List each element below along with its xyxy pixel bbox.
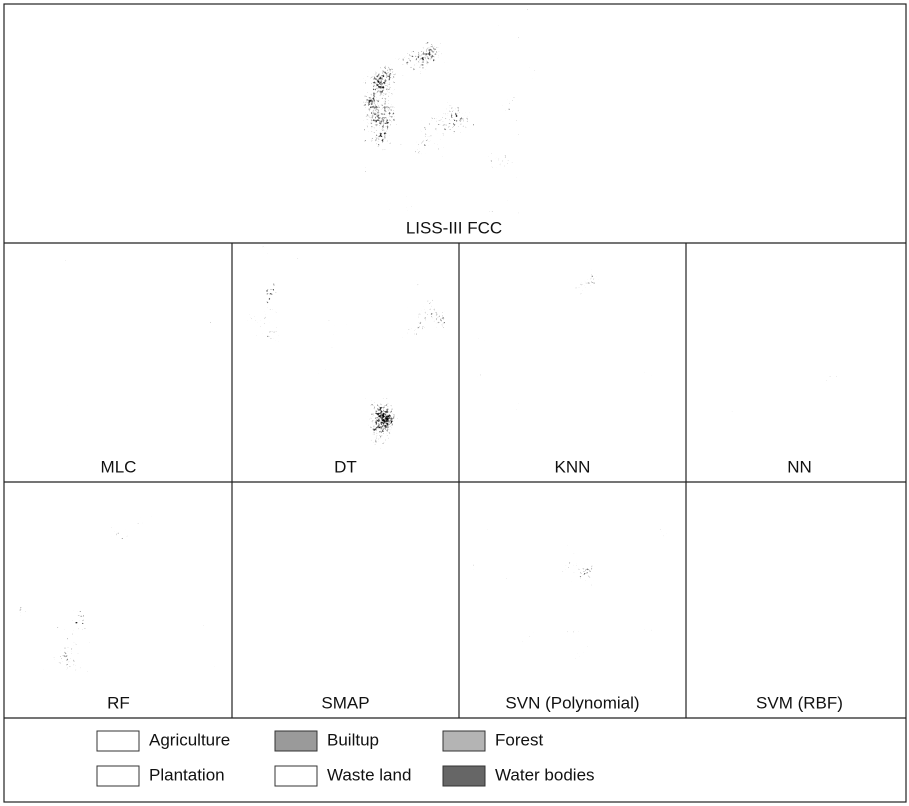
panel-image: [473, 485, 672, 689]
panel-label: RF: [107, 693, 130, 712]
legend-swatch: [96, 730, 140, 752]
legend-swatch: [442, 730, 486, 752]
panel-image: [700, 485, 899, 689]
legend-label: Agriculture: [149, 730, 230, 749]
legend-label: Builtup: [327, 730, 379, 749]
legend-swatch: [96, 765, 140, 787]
panel-image: [246, 246, 445, 453]
panel-image: [473, 246, 672, 453]
legend-swatch: [274, 730, 318, 752]
outer-border: [3, 3, 907, 803]
legend-label: Water bodies: [495, 765, 595, 784]
panel-label: KNN: [555, 457, 591, 476]
top-label: LISS-III FCC: [406, 218, 502, 237]
legend-label: Forest: [495, 730, 543, 749]
legend-swatch: [274, 765, 318, 787]
panel-label: SMAP: [321, 693, 369, 712]
panel-image: [19, 485, 218, 689]
panel-label: MLC: [101, 457, 137, 476]
panel-label: NN: [787, 457, 812, 476]
panel-label: SVM (RBF): [756, 693, 843, 712]
legend-swatch: [442, 765, 486, 787]
fcc-image: [363, 6, 535, 214]
panel-image: [700, 246, 899, 453]
legend-label: Plantation: [149, 765, 225, 784]
legend-label: Waste land: [327, 765, 411, 784]
panel-image: [246, 485, 445, 689]
panel-label: DT: [334, 457, 357, 476]
panel-image: [19, 246, 218, 453]
panel-label: SVN (Polynomial): [505, 693, 639, 712]
